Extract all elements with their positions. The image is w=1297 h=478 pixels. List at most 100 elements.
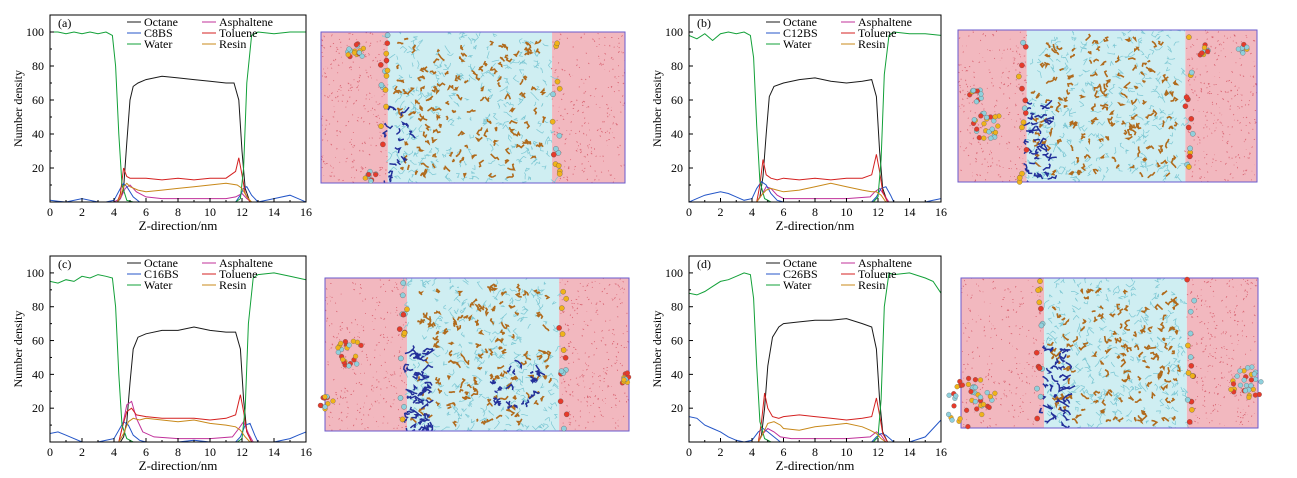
series-line-toluene [50, 394, 306, 442]
headgroup-bead [1016, 175, 1023, 181]
headgroup-bead [1186, 164, 1192, 170]
headgroup-bead [1188, 363, 1195, 369]
y-tick-label: 60 [671, 334, 683, 348]
headgroup-bead [1019, 62, 1025, 69]
x-tick-label: 2 [79, 205, 85, 219]
legend-entry: Resin [219, 278, 246, 292]
headgroup-bead [1189, 373, 1196, 379]
legend-entry: Resin [858, 278, 885, 292]
y-axis-label: Number density [650, 311, 664, 388]
micelle-bead [1258, 379, 1264, 385]
snapshot-frame [960, 277, 1259, 429]
x-tick-label: 16 [300, 445, 312, 459]
surfactant-tails [401, 345, 546, 431]
micelle-bead [978, 113, 984, 119]
series-line-toluene [689, 154, 941, 202]
micelle-bead [356, 50, 362, 56]
x-tick-label: 4 [111, 205, 117, 219]
headgroup-bead [1021, 105, 1028, 112]
micelle-cluster [1197, 42, 1211, 58]
headgroup-bead [560, 288, 566, 295]
headgroup-bead [1034, 415, 1040, 422]
headgroup-bead [1036, 365, 1043, 371]
micelle-bead [984, 114, 990, 121]
md-simulation-snapshot [957, 29, 1258, 185]
micelle-bead [971, 117, 977, 123]
headgroup-bead [1038, 305, 1044, 312]
micelle-bead [322, 394, 328, 400]
series-line-water [50, 31, 306, 202]
legend-entry: Resin [858, 37, 885, 51]
series-lines [50, 272, 306, 442]
legend-entry: Toluene [858, 26, 896, 40]
chart-panel: 0 2 4 6 8 10 12 14 16 20 40 60 80 100 Z-direction/nm Nu… [11, 255, 312, 473]
micelle-bead [965, 381, 971, 387]
micelle-bead [1228, 386, 1234, 393]
headgroup-bead [1187, 145, 1193, 152]
micelle-bead [1246, 394, 1252, 400]
micelle-cluster [970, 110, 1002, 141]
micelle-bead [335, 345, 341, 351]
y-tick-label: 20 [32, 161, 44, 175]
headgroup-bead [1182, 103, 1189, 109]
snapshot-box [961, 278, 1258, 428]
legend-entry: Toluene [219, 267, 257, 281]
y-tick-label: 60 [671, 93, 683, 107]
headgroup-bead [382, 87, 389, 93]
snapshot-box [958, 30, 1257, 182]
headgroup-bead [1189, 407, 1195, 413]
headgroup-bead [1188, 116, 1195, 122]
headgroup-bead [1185, 342, 1191, 349]
micelle-bead [968, 389, 974, 395]
legend-entry: Toluene [219, 26, 257, 40]
headgroup-bead [1037, 393, 1044, 400]
y-tick-label: 80 [32, 59, 44, 73]
micelle-bead [1248, 377, 1254, 383]
headgroup-bead [380, 141, 386, 148]
micelle-bead [946, 411, 952, 417]
headgroup-bead [1020, 39, 1026, 46]
y-tick-label: 40 [671, 127, 683, 141]
x-axis-label: Z-direction/nm [776, 218, 855, 233]
x-axis-label: Z-direction/nm [139, 458, 218, 473]
headgroup-bead [1186, 34, 1192, 40]
x-tick-label: 8 [175, 445, 181, 459]
resin-asphaltene-clusters [392, 37, 547, 179]
micelle-bead [1245, 365, 1251, 371]
series-line-octane [50, 326, 306, 442]
micelle-bead [989, 126, 995, 132]
headgroup-bead [1187, 354, 1194, 360]
md-simulation-snapshot [946, 276, 1264, 430]
panel-label: (c) [58, 257, 71, 271]
micelle-bead [330, 398, 336, 404]
micelle-cluster [317, 394, 336, 412]
plot-frame [688, 255, 942, 443]
legend-entry: Octane [144, 256, 178, 270]
micelle-bead [346, 46, 352, 52]
micelle-bead [977, 377, 984, 383]
y-tick-label: 60 [32, 334, 44, 348]
headgroup-bead [1185, 124, 1192, 131]
x-tick-label: 16 [935, 445, 947, 459]
headgroup-bead [554, 78, 561, 85]
headgroup-bead [397, 395, 404, 401]
y-axis-label: Number density [650, 70, 664, 147]
x-tick-label: 0 [47, 445, 53, 459]
headgroup-bead [400, 311, 407, 318]
surfactant-headgroups [378, 32, 563, 177]
micelle-bead [335, 349, 341, 355]
series-line-toluene [689, 392, 941, 442]
micelle-bead [992, 114, 998, 120]
headgroup-bead [1184, 276, 1190, 283]
legend-entry: C26BS [783, 267, 818, 281]
legend-entry: Asphaltene [219, 256, 273, 270]
micelle-bead [965, 424, 971, 430]
headgroup-bead [1185, 370, 1192, 376]
x-tick-label: 12 [236, 205, 248, 219]
headgroup-bead [1035, 287, 1041, 293]
micelle-bead [342, 339, 348, 345]
micelle-bead [1234, 373, 1240, 379]
legend: Octane Asphaltene C16BS Toluene Water Resin [127, 256, 273, 292]
legend: Octane Asphaltene C26BS Toluene Water Resin [766, 256, 912, 292]
